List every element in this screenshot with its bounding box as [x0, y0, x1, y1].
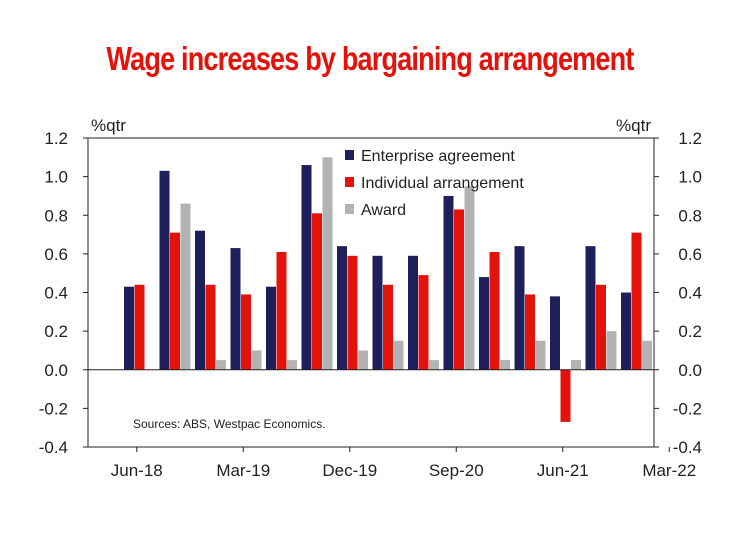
- bar-individual-arrangement-sep-19: [312, 213, 322, 370]
- legend-swatch: [345, 177, 354, 187]
- bar-award-dec-18: [216, 360, 226, 370]
- bar-enterprise-agreement-mar-20: [372, 255, 383, 370]
- y-tick-label-right: 0.6: [678, 245, 702, 264]
- legend-swatch: [345, 204, 354, 214]
- y-tick-label-right: -0.4: [673, 438, 702, 457]
- bar-individual-arrangement-sep-21: [596, 284, 606, 370]
- legend-label: Enterprise agreement: [361, 148, 515, 165]
- x-tick-label: Dec-19: [322, 461, 377, 480]
- bar-enterprise-agreement-sep-18: [159, 170, 170, 370]
- y-tick-label-left: -0.2: [39, 399, 68, 418]
- source-note: Sources: ABS, Westpac Economics.: [133, 417, 326, 431]
- y-tick-label-left: 1.0: [44, 168, 68, 187]
- bar-individual-arrangement-jun-21: [560, 369, 571, 422]
- bar-award-dec-20: [500, 360, 510, 370]
- bar-individual-arrangement-dec-18: [205, 284, 216, 370]
- bar-individual-arrangement-dec-20: [489, 251, 500, 370]
- bar-enterprise-agreement-sep-19: [301, 165, 312, 370]
- bar-enterprise-agreement-mar-21: [514, 246, 525, 370]
- bar-award-dec-19: [358, 350, 368, 370]
- bar-award-sep-19: [322, 157, 333, 370]
- bar-enterprise-agreement-jun-19: [266, 286, 276, 370]
- bar-enterprise-agreement-jun-18: [124, 286, 134, 370]
- bars-group: [124, 157, 652, 422]
- bar-individual-arrangement-jun-20: [418, 275, 429, 370]
- bar-award-sep-21: [606, 331, 617, 370]
- bar-enterprise-agreement-mar-19: [230, 248, 241, 370]
- y-axis-left: -0.4 -0.2 0.0 0.2 0.4 0.6 0.8 1.0 1.2: [39, 129, 88, 457]
- bar-award-jun-19: [287, 360, 297, 370]
- x-tick-label: Mar-19: [216, 461, 270, 480]
- y-axis-right: -0.4 -0.2 0.0 0.2 0.4 0.6 0.8 1.0 1.2: [654, 129, 702, 457]
- x-tick-label: Jun-21: [537, 461, 589, 480]
- x-axis: Jun-18 Mar-19 Dec-19 Sep-20 Jun-21 Mar-22: [111, 447, 696, 480]
- bar-individual-arrangement-jun-19: [276, 251, 287, 370]
- bar-award-mar-21: [535, 340, 546, 370]
- bar-individual-arrangement-dec-21: [631, 232, 642, 370]
- y-tick-label-left: 0.4: [44, 284, 68, 303]
- bar-individual-arrangement-mar-19: [241, 294, 251, 370]
- bar-enterprise-agreement-sep-20: [443, 195, 454, 370]
- y-axis-label-right: %qtr: [616, 116, 651, 135]
- y-tick-label-left: 0.0: [44, 361, 68, 380]
- legend-label: Award: [361, 202, 406, 219]
- bar-award-mar-20: [393, 340, 404, 370]
- y-tick-label-left: 0.8: [44, 206, 68, 225]
- bar-award-mar-19: [251, 350, 262, 370]
- bar-individual-arrangement-sep-18: [170, 232, 180, 370]
- y-tick-label-right: -0.2: [673, 399, 702, 418]
- bar-enterprise-agreement-dec-19: [337, 246, 347, 370]
- bar-enterprise-agreement-jun-20: [408, 255, 418, 370]
- y-tick-label-left: -0.4: [39, 438, 68, 457]
- bar-enterprise-agreement-dec-21: [621, 292, 631, 370]
- x-tick-label: Mar-22: [642, 461, 696, 480]
- y-tick-label-right: 0.4: [678, 284, 702, 303]
- legend: Enterprise agreement Individual arrangeme…: [345, 148, 524, 219]
- bar-individual-arrangement-mar-20: [383, 284, 393, 370]
- y-tick-label-left: 0.6: [44, 245, 68, 264]
- bar-award-dec-21: [642, 340, 652, 370]
- bar-individual-arrangement-dec-19: [347, 255, 358, 370]
- bar-award-jun-20: [429, 360, 439, 370]
- legend-swatch: [345, 150, 354, 160]
- bar-award-jun-21: [571, 360, 581, 370]
- y-tick-label-right: 1.2: [678, 129, 702, 148]
- x-tick-label: Jun-18: [111, 461, 163, 480]
- bar-individual-arrangement-sep-20: [454, 209, 464, 370]
- bar-award-sep-20: [464, 186, 475, 370]
- chart-title: Wage increases by bargaining arrangement: [106, 40, 634, 77]
- y-axis-label-left: %qtr: [91, 116, 126, 135]
- y-tick-label-right: 0.8: [678, 206, 702, 225]
- bar-enterprise-agreement-jun-21: [550, 296, 560, 370]
- y-tick-label-right: 0.0: [678, 361, 702, 380]
- bar-individual-arrangement-jun-18: [134, 284, 145, 370]
- bar-award-sep-18: [180, 203, 191, 370]
- y-tick-label-right: 1.0: [678, 168, 702, 187]
- x-tick-label: Sep-20: [429, 461, 484, 480]
- y-tick-label-right: 0.2: [678, 322, 702, 341]
- bar-enterprise-agreement-sep-21: [585, 246, 596, 370]
- y-tick-label-left: 0.2: [44, 322, 68, 341]
- bar-enterprise-agreement-dec-18: [195, 230, 205, 370]
- bar-individual-arrangement-mar-21: [525, 294, 535, 370]
- bar-enterprise-agreement-dec-20: [479, 277, 489, 370]
- legend-label: Individual arrangement: [361, 175, 524, 192]
- y-tick-label-left: 1.2: [44, 129, 68, 148]
